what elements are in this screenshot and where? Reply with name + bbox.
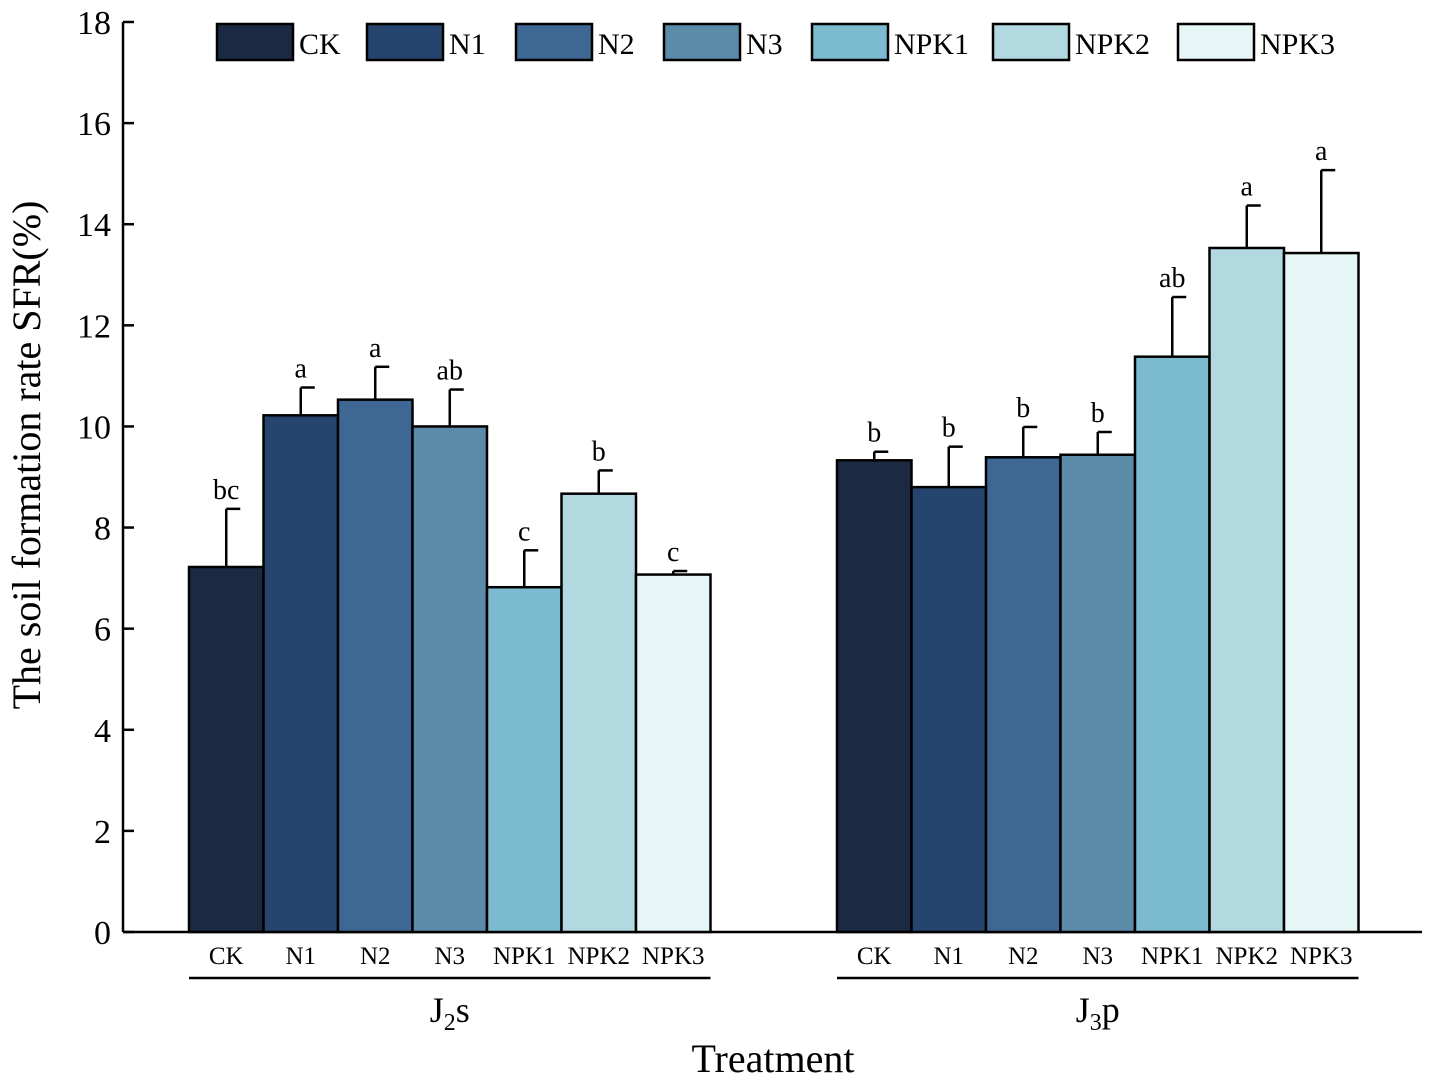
y-tick-label: 8 <box>94 511 111 548</box>
category-label: NPK3 <box>642 943 705 970</box>
legend-label: NPK1 <box>894 28 969 61</box>
y-tick-label: 14 <box>77 207 111 244</box>
significance-label: a <box>1241 172 1254 203</box>
bar <box>910 485 988 934</box>
bar <box>1282 251 1360 934</box>
legend-label: N3 <box>746 28 783 61</box>
y-tick-label: 4 <box>94 713 111 750</box>
y-axis-ticks: 0 2 4 6 8 10 12 14 16 18 <box>77 5 134 952</box>
significance-label: ab <box>1159 263 1185 294</box>
significance-label: a <box>1315 136 1328 167</box>
significance-label: b <box>1091 398 1105 429</box>
category-label: N1 <box>285 943 316 970</box>
y-tick-label: 6 <box>94 612 111 649</box>
y-tick-label: 16 <box>77 106 111 143</box>
group-label: J3p <box>1076 990 1120 1036</box>
category-label: NPK1 <box>1141 943 1204 970</box>
bar-series <box>187 246 1360 934</box>
bar <box>984 456 1062 934</box>
category-label: NPK3 <box>1290 943 1353 970</box>
significance-label: b <box>867 418 881 449</box>
group-label: J2s <box>430 990 470 1036</box>
x-axis-title: Treatment <box>692 1036 855 1080</box>
legend-swatch <box>991 22 1071 62</box>
significance-label: b <box>1016 393 1030 424</box>
legend-swatch <box>215 22 295 62</box>
error-bars <box>225 168 1336 588</box>
legend-label: N2 <box>598 28 635 61</box>
category-label: NPK1 <box>493 943 556 970</box>
bar <box>1059 453 1137 934</box>
category-label: N3 <box>434 943 465 970</box>
group-labels: J2s J3p <box>189 976 1359 1036</box>
legend-swatch <box>365 22 445 62</box>
category-label: NPK2 <box>1215 943 1278 970</box>
significance-label: a <box>369 333 382 364</box>
legend-label: CK <box>299 28 341 61</box>
legend-swatch <box>662 22 742 62</box>
bar <box>187 565 265 934</box>
legend: CK N1 N2 N3 NPK1 NPK2 NPK3 <box>215 22 1335 62</box>
legend-swatch <box>810 22 890 62</box>
legend-swatch <box>514 22 594 62</box>
significance-label: b <box>942 413 956 444</box>
significance-label: a <box>295 354 308 385</box>
legend-label: NPK2 <box>1075 28 1150 61</box>
category-label: N2 <box>360 943 391 970</box>
legend-label: NPK3 <box>1260 28 1335 61</box>
bar <box>485 585 563 934</box>
category-labels: CK N1 N2 N3 NPK1 NPK2 NPK3 CK N1 N2 N3 NPK1 NPK2 NPK3 <box>209 943 1353 970</box>
category-label: CK <box>857 943 892 970</box>
bar <box>835 459 913 934</box>
bar <box>411 425 489 934</box>
bar <box>1208 246 1286 934</box>
bar <box>262 414 340 934</box>
bar <box>560 492 638 934</box>
y-tick-label: 0 <box>94 915 111 952</box>
significance-label: bc <box>213 475 239 506</box>
significance-label: ab <box>437 356 463 387</box>
category-label: N1 <box>933 943 964 970</box>
significance-label: c <box>518 516 530 547</box>
category-label: N2 <box>1008 943 1039 970</box>
category-label: NPK2 <box>567 943 630 970</box>
significance-label: b <box>592 436 606 467</box>
y-tick-label: 12 <box>77 308 111 345</box>
y-tick-label: 18 <box>77 5 111 42</box>
y-axis-title: The soil formation rate SFR(%) <box>4 201 49 710</box>
significance-label: c <box>667 537 679 568</box>
category-label: CK <box>209 943 244 970</box>
y-tick-label: 10 <box>77 409 111 446</box>
legend-label: N1 <box>449 28 486 61</box>
bar <box>336 398 414 934</box>
legend-swatch <box>1176 22 1256 62</box>
bar <box>634 573 712 934</box>
bar <box>1133 355 1211 934</box>
category-label: N3 <box>1082 943 1113 970</box>
y-tick-label: 2 <box>94 814 111 851</box>
